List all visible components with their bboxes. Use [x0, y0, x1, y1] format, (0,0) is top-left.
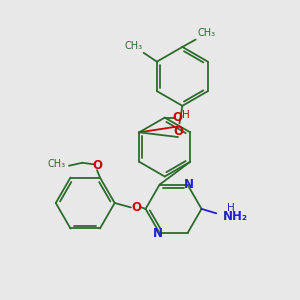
Text: CH₃: CH₃ [124, 41, 142, 51]
Text: NH₂: NH₂ [223, 210, 248, 223]
Text: N: N [153, 226, 163, 240]
Text: O: O [172, 111, 182, 124]
Text: O: O [173, 125, 183, 138]
Text: CH₃: CH₃ [197, 28, 215, 38]
Text: O: O [131, 201, 141, 214]
Text: N: N [184, 178, 194, 191]
Text: CH₃: CH₃ [47, 159, 65, 169]
Text: O: O [92, 159, 102, 172]
Text: H: H [227, 203, 235, 213]
Text: H: H [182, 110, 190, 120]
